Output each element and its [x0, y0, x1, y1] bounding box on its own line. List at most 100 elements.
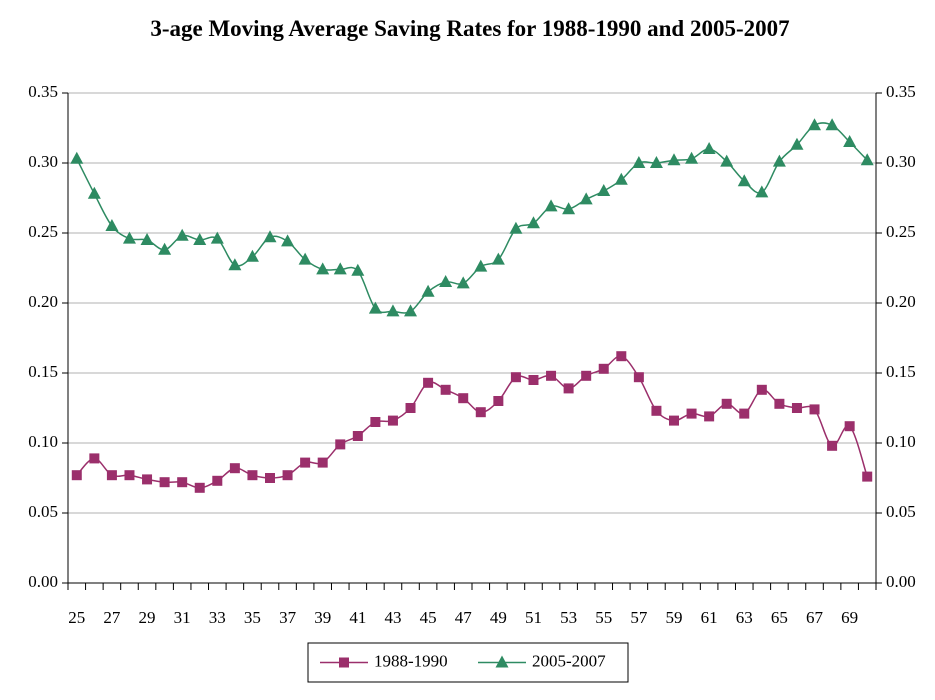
- y-tick-label: 0.10: [28, 432, 58, 451]
- marker: [509, 221, 523, 234]
- y2-tick-label: 0.15: [886, 362, 916, 381]
- marker: [774, 398, 785, 409]
- marker: [122, 231, 136, 244]
- marker: [579, 192, 593, 205]
- marker: [686, 408, 697, 419]
- marker: [632, 156, 646, 168]
- x-tick-label: 31: [174, 608, 191, 627]
- y2-tick-label: 0.05: [886, 502, 916, 521]
- marker: [827, 440, 838, 451]
- legend-label: 1988-1990: [374, 651, 448, 670]
- marker: [439, 275, 453, 287]
- marker: [265, 473, 275, 483]
- marker: [528, 375, 539, 385]
- marker: [87, 186, 101, 199]
- marker: [756, 384, 767, 395]
- marker: [386, 304, 400, 317]
- y-tick-label: 0.25: [28, 222, 58, 241]
- y2-tick-label: 0.10: [886, 432, 916, 451]
- marker: [720, 154, 734, 167]
- x-tick-label: 53: [560, 608, 577, 627]
- x-tick-label: 25: [68, 608, 85, 627]
- marker: [825, 118, 839, 131]
- x-tick-label: 49: [490, 608, 507, 627]
- y-tick-label: 0.00: [28, 572, 58, 591]
- marker: [71, 470, 82, 481]
- marker: [581, 370, 592, 381]
- x-tick-label: 63: [736, 608, 753, 627]
- x-tick-label: 65: [771, 608, 788, 627]
- marker: [370, 417, 381, 427]
- marker: [210, 231, 224, 244]
- marker: [405, 403, 416, 413]
- y2-tick-label: 0.20: [886, 292, 916, 311]
- marker: [458, 393, 469, 404]
- x-tick-label: 33: [209, 608, 226, 627]
- marker: [282, 470, 293, 481]
- x-tick-label: 35: [244, 608, 261, 627]
- marker: [510, 372, 521, 383]
- marker: [491, 252, 505, 265]
- y-tick-label: 0.30: [28, 152, 58, 171]
- marker: [193, 233, 207, 245]
- marker: [772, 154, 786, 167]
- marker: [263, 230, 277, 243]
- marker: [351, 263, 365, 276]
- marker: [563, 383, 574, 394]
- x-tick-label: 69: [841, 608, 858, 627]
- marker: [89, 453, 100, 464]
- y-tick-label: 0.35: [28, 82, 58, 101]
- marker: [475, 407, 486, 418]
- marker: [860, 153, 874, 166]
- marker: [298, 252, 312, 265]
- y-tick-label: 0.05: [28, 502, 58, 521]
- marker: [281, 234, 295, 247]
- marker: [333, 262, 347, 275]
- x-tick-label: 61: [701, 608, 718, 627]
- marker: [616, 351, 627, 362]
- y2-tick-label: 0.35: [886, 82, 916, 101]
- marker: [669, 415, 679, 426]
- series-line: [76, 355, 868, 489]
- marker: [158, 242, 172, 255]
- marker: [651, 405, 662, 416]
- marker: [597, 184, 611, 196]
- marker: [737, 174, 751, 187]
- legend-marker: [339, 657, 349, 668]
- marker: [423, 377, 434, 388]
- chart-title: 3-age Moving Average Saving Rates for 19…: [150, 16, 790, 41]
- legend-label: 2005-2007: [532, 651, 606, 670]
- x-tick-label: 67: [806, 608, 824, 627]
- x-tick-label: 47: [455, 608, 473, 627]
- marker: [667, 153, 681, 166]
- series-line: [76, 122, 868, 314]
- marker: [614, 172, 628, 185]
- legend-marker: [495, 655, 509, 668]
- y-tick-label: 0.15: [28, 362, 58, 381]
- x-tick-label: 57: [630, 608, 648, 627]
- marker: [70, 151, 84, 164]
- marker: [175, 228, 189, 241]
- marker: [474, 259, 488, 272]
- x-tick-label: 29: [139, 608, 156, 627]
- marker: [105, 219, 119, 231]
- marker: [106, 470, 117, 481]
- marker: [159, 477, 170, 488]
- y2-tick-label: 0.00: [886, 572, 916, 591]
- marker: [229, 463, 240, 474]
- marker: [598, 363, 609, 374]
- x-tick-label: 27: [103, 608, 121, 627]
- marker: [142, 474, 153, 485]
- marker: [809, 404, 820, 415]
- marker: [316, 262, 330, 275]
- marker: [245, 249, 259, 262]
- marker: [790, 137, 804, 150]
- marker: [844, 421, 855, 432]
- marker: [177, 477, 188, 488]
- marker: [456, 276, 470, 289]
- x-tick-label: 39: [314, 608, 331, 627]
- marker: [721, 398, 732, 409]
- marker: [633, 372, 644, 383]
